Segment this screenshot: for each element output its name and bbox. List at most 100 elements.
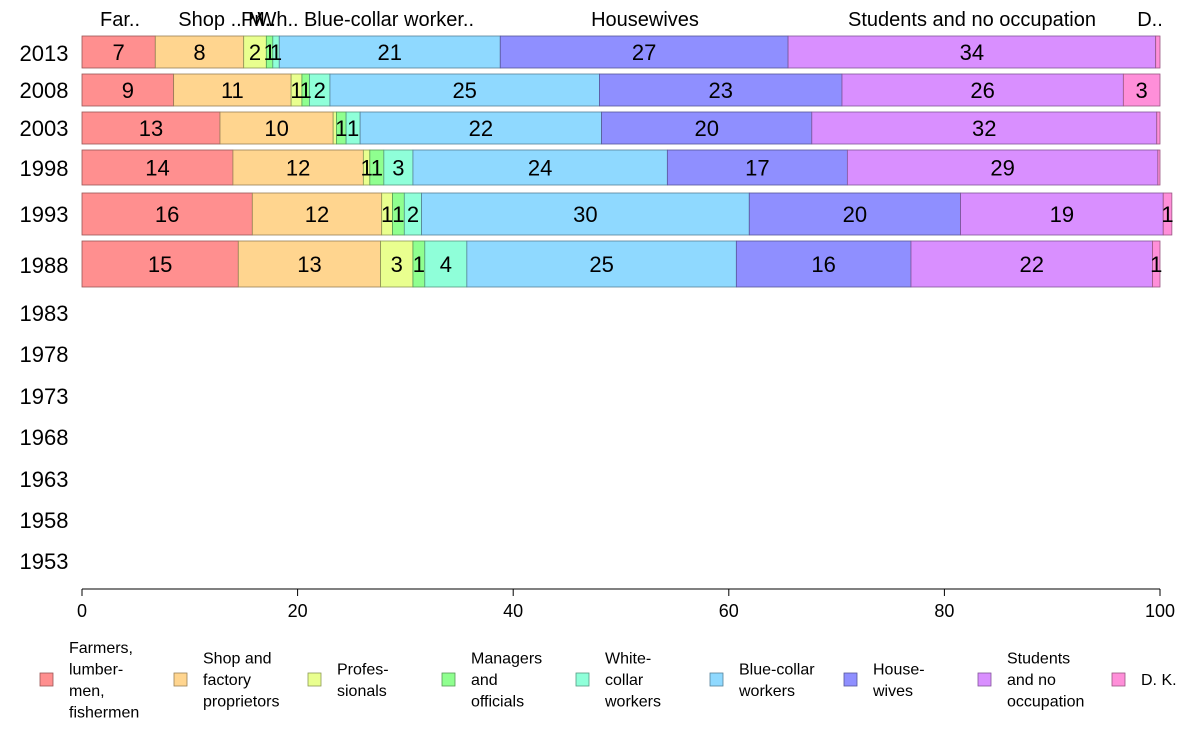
bar-value-label: 15 (148, 252, 172, 277)
bar-value-label: 12 (305, 202, 329, 227)
legend-label: lumber- (69, 661, 123, 678)
legend-label: Students (1007, 651, 1070, 668)
top-series-label: M.. (248, 9, 276, 31)
legend-label: collar (605, 672, 644, 689)
legend-label: fishermen (69, 704, 139, 721)
legend-swatch (575, 672, 590, 687)
year-label: 1993 (20, 202, 69, 227)
bar-segment (81, 149, 234, 186)
legend-swatch (441, 672, 456, 687)
bar-segment (421, 192, 750, 236)
bar-segment (81, 35, 156, 69)
x-tick-label: 80 (934, 601, 954, 621)
bar-value-label: 25 (452, 78, 476, 103)
legend-swatch (307, 672, 322, 687)
top-series-label: Blue-collar worker.. (304, 9, 474, 31)
top-series-label: Housewives (591, 9, 699, 31)
top-series-labels: Far.. Shop .. Pr..M..Wh.. Blue-collar worke… (100, 9, 1163, 31)
year-label: 1968 (20, 425, 69, 450)
legend-swatch (843, 672, 858, 687)
bar-segment (466, 240, 737, 288)
bars (81, 35, 1173, 288)
legend-label: workers (604, 694, 661, 711)
bar-value-label: 1 (263, 40, 275, 65)
bar-segment (1156, 111, 1161, 145)
legend-label: White- (605, 651, 651, 668)
bar-value-label: 23 (708, 78, 732, 103)
bar-value-label: 1 (413, 252, 425, 277)
bar-value-label: 11 (221, 78, 244, 103)
bar-segment (329, 73, 600, 107)
legend-label: men, (69, 683, 105, 700)
legend-swatch (977, 672, 992, 687)
bar-segment (910, 240, 1153, 288)
bar-segment (666, 149, 848, 186)
top-series-label: Wh.. (257, 9, 298, 31)
bar-value-label: 1 (347, 116, 359, 141)
top-series-label: Students and no occupation (848, 9, 1096, 31)
bar-value-label: 4 (440, 252, 452, 277)
bar-value-label: 13 (297, 252, 321, 277)
legend: Farmers, lumber-men, fishermen Shop and fact… (39, 640, 1177, 721)
year-label: 1983 (20, 301, 69, 326)
bar-segment (359, 111, 602, 145)
year-label: 2013 (20, 41, 69, 66)
legend-label: Shop and (203, 651, 272, 668)
bar-value-label: 1 (1161, 202, 1173, 227)
x-tick-label: 60 (719, 601, 739, 621)
bar-value-label: 13 (139, 116, 163, 141)
bar-value-label: 3 (392, 156, 404, 181)
bar-value-label: 17 (745, 156, 769, 181)
bar-value-label: 21 (378, 40, 402, 65)
x-tick-label: 20 (288, 601, 308, 621)
bar-segment (1122, 73, 1161, 107)
legend-label: occupation (1007, 694, 1084, 711)
bar-value-label: 25 (589, 252, 613, 277)
legend-label: wives (872, 683, 913, 700)
legend-label: workers (738, 683, 795, 700)
x-tick-label: 100 (1145, 601, 1175, 621)
bar-value-label: 16 (155, 202, 179, 227)
legend-swatch (1111, 672, 1126, 687)
year-label: 1998 (20, 156, 69, 181)
bar-value-label: 22 (1019, 252, 1043, 277)
bar-value-label: 1 (371, 156, 383, 181)
bar-segment (1157, 149, 1161, 186)
bar-value-label: 12 (286, 156, 310, 181)
bar-value-label: 22 (469, 116, 493, 141)
bar-value-label: 29 (990, 156, 1014, 181)
bar-value-label: 1 (381, 202, 393, 227)
bar-segment (1155, 35, 1161, 69)
legend-label: Farmers, (69, 640, 133, 657)
bar-value-label: 2 (407, 202, 419, 227)
bar-value-label: 1 (290, 78, 302, 103)
legend-label: House- (873, 661, 925, 678)
year-label: 1973 (20, 384, 69, 409)
bar-value-label: 1 (300, 78, 312, 103)
top-series-label: D.. (1137, 9, 1163, 31)
bar-value-label: 14 (145, 156, 169, 181)
bar-value-label: 19 (1050, 202, 1074, 227)
bar-value-label: 10 (264, 116, 288, 141)
bar-value-label: 1 (335, 116, 347, 141)
year-label: 1978 (20, 342, 69, 367)
bar-segment (81, 111, 221, 145)
bar-segment (412, 149, 668, 186)
bar-value-label: 9 (122, 78, 134, 103)
year-label: 1958 (20, 508, 69, 533)
year-label: 2008 (20, 78, 69, 103)
bar-value-label: 2 (249, 40, 261, 65)
bar-value-label: 7 (113, 40, 125, 65)
bar-value-label: 1 (1150, 252, 1162, 277)
legend-label: proprietors (203, 694, 279, 711)
bar-segment (251, 192, 383, 236)
x-axis: 0 20 40 60 80 100 (77, 588, 1175, 621)
bar-value-label: 1 (392, 202, 404, 227)
top-series-label: Shop .. (178, 9, 241, 31)
legend-label: Profes- (337, 661, 389, 678)
year-label: 1963 (20, 467, 69, 492)
legend-label: factory (203, 672, 251, 689)
bar-value-label: 8 (193, 40, 205, 65)
